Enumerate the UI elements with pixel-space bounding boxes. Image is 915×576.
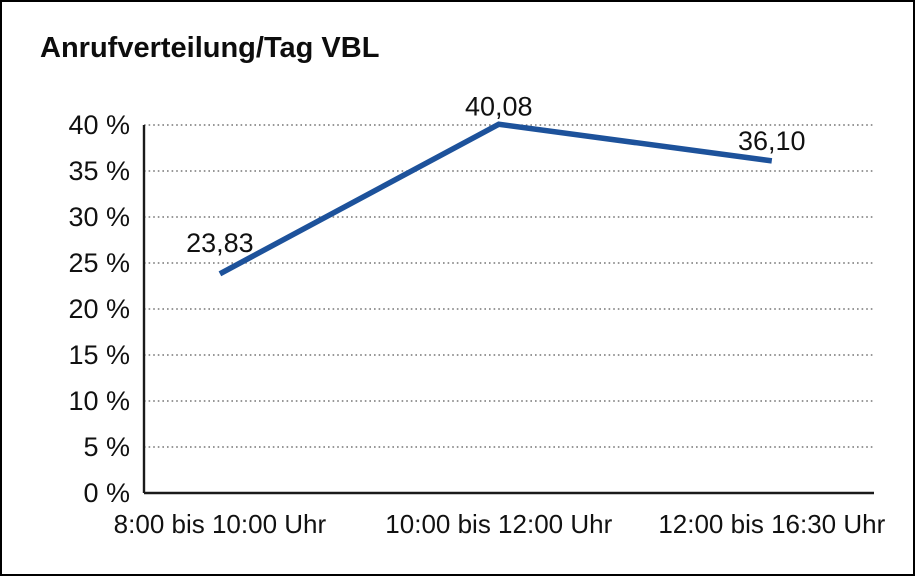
chart-title: Anrufverteilung/Tag VBL [40,32,380,64]
x-category-label: 8:00 bis 10:00 Uhr [114,509,327,539]
x-category-label: 10:00 bis 12:00 Uhr [385,509,612,539]
y-tick-label: 25 % [68,248,130,278]
y-tick-label: 5 % [83,432,130,462]
data-series-line [218,121,773,277]
x-category-label: 12:00 bis 16:30 Uhr [658,509,885,539]
data-point-label: 40,08 [465,91,533,121]
y-tick-label: 10 % [68,386,130,416]
y-tick-label: 40 % [68,110,130,140]
y-tick-label: 30 % [68,202,130,232]
y-tick-label: 15 % [68,340,130,370]
data-point-label: 23,83 [186,228,254,258]
y-tick-label: 0 % [83,478,130,508]
data-point-label: 36,10 [738,126,806,156]
y-tick-label: 35 % [68,156,130,186]
y-tick-label: 20 % [68,294,130,324]
